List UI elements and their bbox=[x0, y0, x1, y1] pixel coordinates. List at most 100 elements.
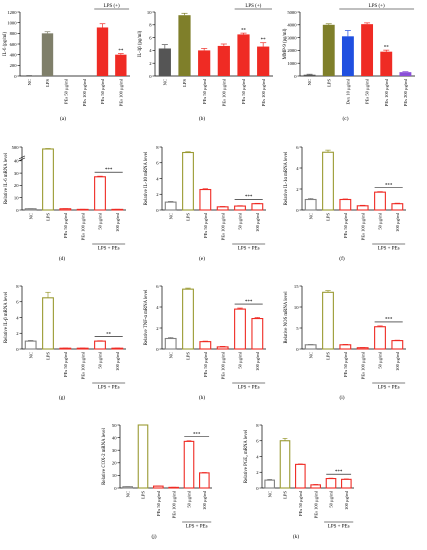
y-tick-label: 8 bbox=[256, 423, 259, 428]
x-tick-label: LPS bbox=[326, 213, 331, 221]
bar bbox=[251, 203, 264, 211]
y-tick-label: 6 bbox=[296, 145, 299, 150]
x-tick-label: LPS bbox=[326, 352, 331, 360]
bar bbox=[295, 463, 306, 489]
group-label: LPS (+) bbox=[245, 4, 261, 9]
y-axis-label: IL-1β (pg/ml) bbox=[138, 30, 143, 57]
x-tick-label: 100 μg/ml bbox=[395, 351, 400, 371]
panel-label: (c) bbox=[343, 115, 349, 122]
bar bbox=[94, 340, 106, 350]
y-tick-label: 10 bbox=[14, 196, 19, 201]
bar bbox=[234, 205, 246, 211]
x-tick-label: PEs 100 μg/ml bbox=[220, 212, 225, 240]
y-tick-label: 20 bbox=[112, 461, 117, 466]
x-tick-label: NC bbox=[267, 491, 272, 497]
panel-h: 0 2 4 6 Relative TNF-α mRNA level NC LPS PEs 50… bbox=[144, 284, 266, 401]
x-tick-label: PEs 200 μg/ml bbox=[403, 78, 408, 106]
y-tick-label: 0 bbox=[16, 208, 19, 213]
bar bbox=[279, 440, 291, 489]
y-tick-label: 2000 bbox=[287, 48, 297, 53]
bar bbox=[234, 308, 246, 350]
y-axis-label: Relative IL-1α mRNA level bbox=[284, 151, 289, 205]
x-tick-label: PEs 50 μg/ml bbox=[203, 351, 208, 377]
bar bbox=[42, 148, 54, 211]
bar bbox=[42, 297, 54, 350]
bar bbox=[304, 344, 317, 350]
significance-marker: ** bbox=[106, 333, 112, 338]
y-tick-label: 4 bbox=[296, 166, 299, 171]
x-tick-label: PEs 100 μg/ml bbox=[220, 351, 225, 379]
significance-marker: ** bbox=[261, 38, 267, 43]
bar bbox=[374, 326, 386, 350]
y-tick-label: 0 bbox=[114, 486, 117, 491]
bar bbox=[41, 33, 54, 76]
x-tick-label: PEs 100 μg/ml bbox=[171, 490, 176, 518]
x-tick-label: PEs 100 μg/ml bbox=[261, 78, 266, 106]
x-tick-label: 50 μg/ml bbox=[98, 351, 103, 368]
y-tick-label: 0 bbox=[156, 208, 159, 213]
bar bbox=[199, 472, 210, 489]
panel-c: 0 1000 2000 3000 4000 5000 MMP-9 (pg/ml) NC LPS D… bbox=[283, 4, 415, 122]
y-tick-label: 5000 bbox=[287, 10, 297, 15]
bar bbox=[153, 485, 164, 489]
x-tick-label: NC bbox=[307, 79, 312, 85]
y-tick-label: 0 bbox=[149, 74, 152, 79]
bar bbox=[341, 478, 352, 489]
y-tick-label: 2 bbox=[16, 331, 19, 336]
bar bbox=[164, 201, 177, 211]
panel-e: 0 2 4 6 8 Relative IL-10 mRNA level NC LPS PEs 5… bbox=[144, 145, 266, 262]
bar bbox=[94, 176, 106, 211]
panel-b: 0 2 4 6 8 10 IL-1β (pg/ml) NC LPS PEs 50 μg/ml PEs… bbox=[138, 4, 273, 122]
panel-label: (d) bbox=[59, 255, 65, 262]
x-tick-label: LPS bbox=[186, 352, 191, 360]
y-tick-label: 8 bbox=[16, 284, 19, 289]
y-tick-label: 10 bbox=[112, 473, 117, 478]
bar bbox=[391, 203, 404, 211]
y-tick-label: 0 bbox=[296, 208, 299, 213]
y-tick-label: 2 bbox=[149, 61, 152, 66]
x-tick-label: PEs 50 μg/ml bbox=[63, 351, 68, 377]
bar bbox=[251, 317, 264, 350]
x-tick-label: PEs 50 μg/ml bbox=[343, 351, 348, 377]
significance-marker: *** bbox=[193, 433, 201, 438]
x-tick-label: PEs 50 μg/ml bbox=[343, 212, 348, 238]
y-axis-label: Relative IL-β mRNA level bbox=[4, 291, 9, 343]
x-tick-label: PEs 100 μg/ml bbox=[118, 78, 123, 106]
bar bbox=[115, 54, 127, 76]
x-tick-label: 100 μg/ml bbox=[115, 351, 120, 371]
y-tick-label: 4 bbox=[16, 315, 19, 320]
y-tick-label: 4 bbox=[149, 48, 152, 53]
bar bbox=[356, 205, 369, 211]
bar bbox=[199, 341, 212, 350]
bar bbox=[199, 188, 212, 211]
significance-marker: ** bbox=[118, 49, 124, 54]
bar bbox=[96, 27, 109, 76]
panel-label: (f) bbox=[339, 255, 345, 262]
x-tick-label: LPS bbox=[326, 79, 331, 87]
significance-marker: *** bbox=[105, 168, 113, 173]
x-tick-label: PEs 50 μg/ml bbox=[203, 212, 208, 238]
y-tick-label: 4000 bbox=[287, 23, 297, 28]
x-tick-label: NC bbox=[125, 491, 130, 497]
y-tick-label: 30 bbox=[14, 171, 19, 176]
bar bbox=[322, 151, 334, 211]
y-axis-label: Relative COX-2 mRNA level bbox=[102, 428, 107, 485]
panel-label: (j) bbox=[151, 533, 156, 540]
bar bbox=[237, 34, 250, 76]
bar bbox=[341, 36, 354, 76]
bar bbox=[399, 72, 412, 76]
x-tick-label: 100 μg/ml bbox=[255, 212, 260, 232]
bar bbox=[374, 191, 386, 211]
panel-k: 0 2 4 6 8 Relative PGE₂ mRNA level NC LPS PEs 50… bbox=[244, 423, 354, 540]
x-tick-label: PEs 50 μg/ml bbox=[365, 78, 370, 104]
x-tick-label: 50 μg/ml bbox=[378, 351, 383, 368]
x-tick-label: NC bbox=[162, 79, 167, 85]
bar bbox=[217, 45, 230, 76]
x-tick-label: LPS bbox=[46, 352, 51, 360]
bar bbox=[361, 24, 374, 76]
x-tick-label: LPS bbox=[283, 491, 288, 499]
bar bbox=[216, 346, 229, 350]
panel-label: (g) bbox=[59, 394, 65, 401]
bar bbox=[325, 477, 337, 489]
